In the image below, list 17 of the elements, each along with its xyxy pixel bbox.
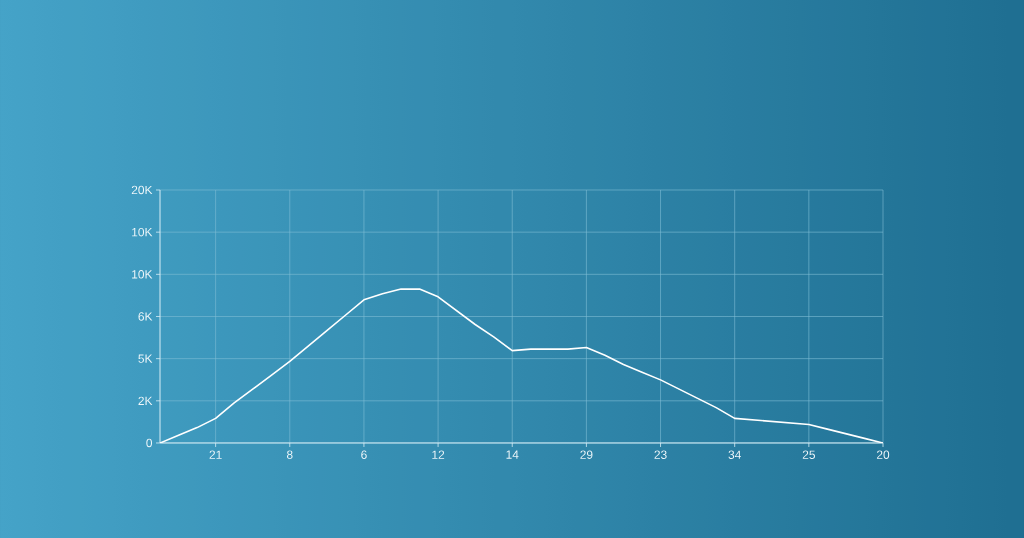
text: 10K bbox=[132, 227, 153, 237]
text: 20K bbox=[131, 185, 153, 195]
x-tick-label: 8 bbox=[286, 450, 293, 459]
x-tick-label: 25 bbox=[802, 450, 815, 459]
text: 2K bbox=[138, 396, 153, 405]
x-tick-label: 12 bbox=[432, 450, 445, 459]
text: 5K bbox=[138, 354, 153, 363]
x-tick-label: 21 bbox=[209, 450, 222, 459]
text: 6K bbox=[138, 312, 153, 321]
x-tick-label: 29 bbox=[580, 450, 593, 459]
text: 0 bbox=[146, 438, 153, 448]
x-tick-label: 34 bbox=[728, 450, 741, 459]
x-tick-label: 14 bbox=[506, 450, 519, 459]
x-tick-label: 23 bbox=[654, 450, 667, 459]
x-tick-label: 6 bbox=[361, 450, 367, 459]
x-tick-label: 20 bbox=[876, 450, 890, 459]
text: 10K bbox=[132, 270, 153, 279]
